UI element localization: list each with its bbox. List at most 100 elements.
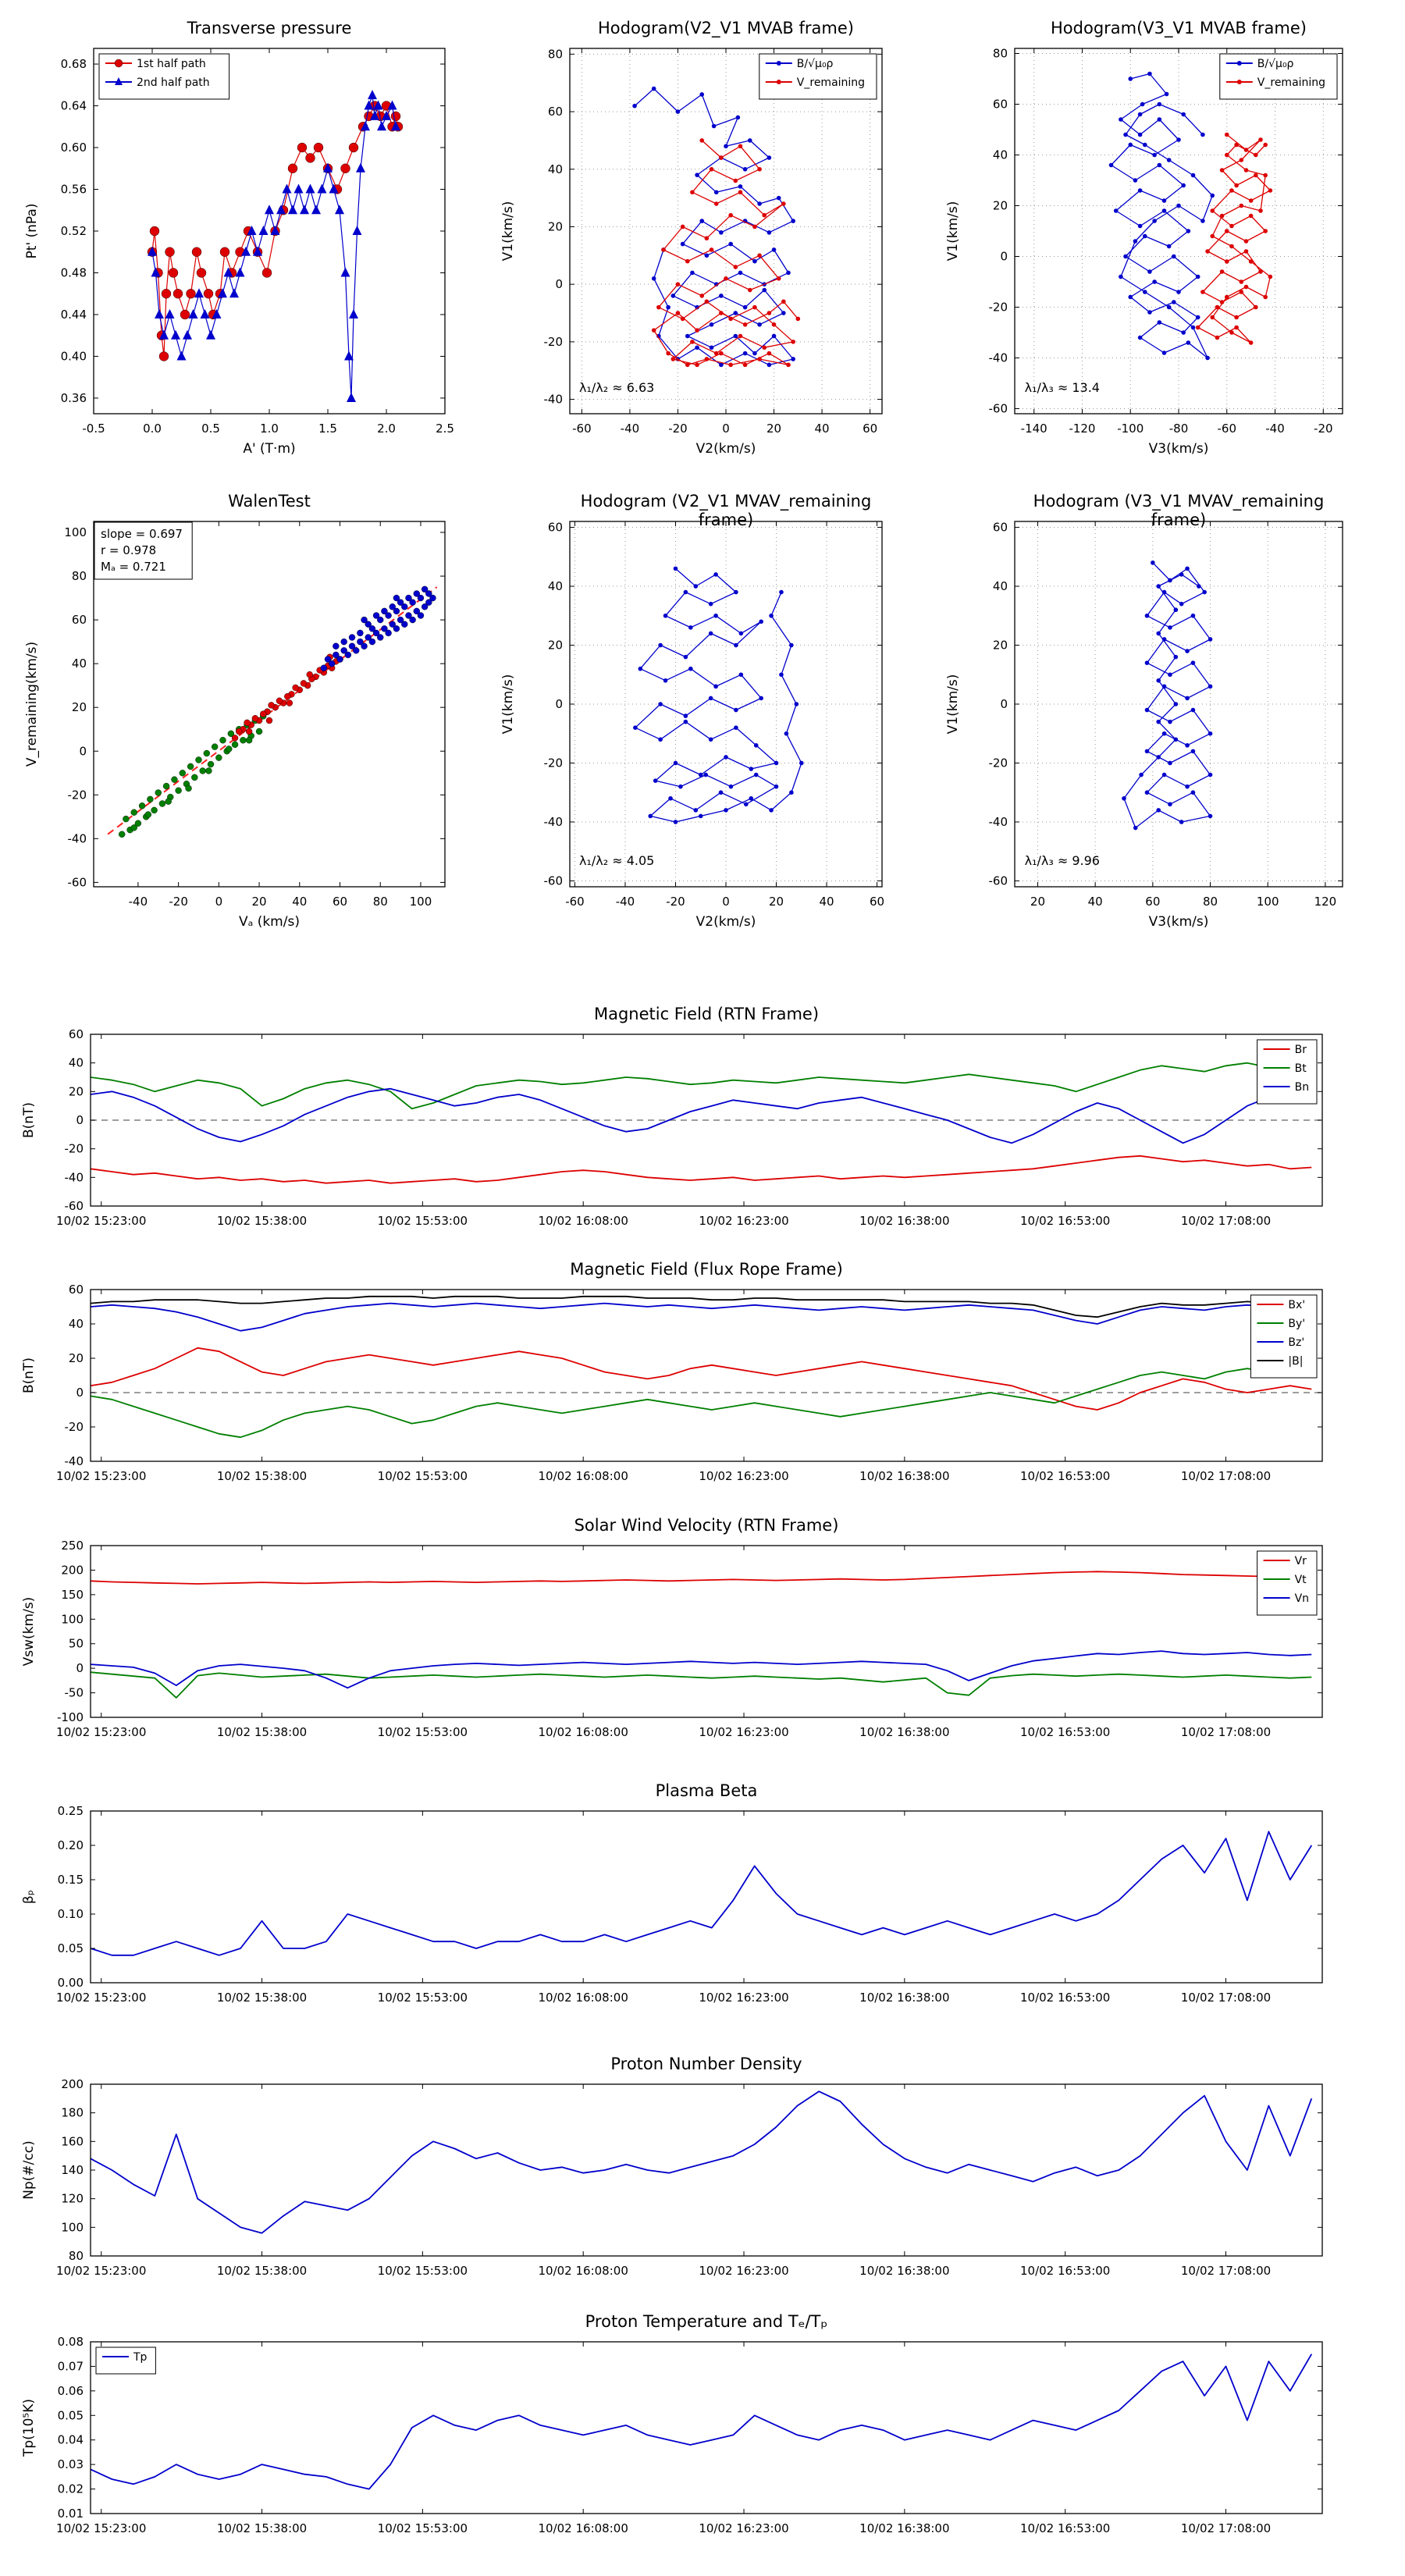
svg-text:10/02 16:23:00: 10/02 16:23:00 (699, 1725, 788, 1739)
svg-text:100: 100 (64, 525, 87, 539)
panel-title-magnetic-field-rtn: Magnetic Field (RTN Frame) (593, 1005, 820, 1023)
svg-text:120: 120 (1314, 895, 1337, 909)
svg-text:V_remaining: V_remaining (797, 76, 865, 89)
svg-text:20: 20 (69, 1084, 84, 1098)
svg-text:-20: -20 (65, 1142, 84, 1156)
svg-text:B(nT): B(nT) (21, 1102, 37, 1138)
svg-text:Tp: Tp (133, 2351, 148, 2364)
svg-text:V2(km/s): V2(km/s) (696, 441, 756, 457)
svg-text:|B|: |B| (1288, 1355, 1303, 1368)
svg-text:2.5: 2.5 (436, 422, 454, 436)
svg-text:10/02 16:23:00: 10/02 16:23:00 (699, 1469, 788, 1483)
svg-text:-0.5: -0.5 (82, 422, 105, 436)
svg-text:0.01: 0.01 (58, 2507, 84, 2521)
svg-text:20: 20 (769, 895, 784, 909)
svg-text:0.48: 0.48 (61, 265, 87, 279)
svg-text:20: 20 (993, 639, 1008, 653)
svg-text:10/02 16:08:00: 10/02 16:08:00 (539, 2521, 628, 2535)
svg-text:1st half path: 1st half path (137, 58, 206, 70)
svg-text:80: 80 (548, 47, 563, 61)
panel-proton-number-density: 10/02 15:23:00 10/02 15:38:00 10/02 15:53:… (12, 2045, 1346, 2311)
svg-text:60: 60 (69, 1283, 84, 1297)
svg-text:0.04: 0.04 (58, 2433, 84, 2447)
hodogram-v3v1-mvab-plot: -140 -120 -100 -80 -60 -40 -20 -60 -40 -20 0 20 40 60… (945, 47, 1343, 457)
svg-text:-40: -40 (621, 422, 640, 436)
svg-text:1.0: 1.0 (260, 422, 279, 436)
svg-text:60: 60 (993, 98, 1008, 112)
svg-text:-20: -20 (544, 335, 564, 349)
svg-text:10/02 17:08:00: 10/02 17:08:00 (1181, 1991, 1271, 2005)
svg-text:-60: -60 (989, 402, 1008, 416)
svg-text:V1(km/s): V1(km/s) (945, 674, 961, 735)
svg-text:60: 60 (548, 521, 563, 535)
svg-text:10/02 16:53:00: 10/02 16:53:00 (1020, 1469, 1110, 1483)
panel-title-proton-number-density: Proton Number Density (610, 2055, 802, 2073)
svg-text:V3(km/s): V3(km/s) (1149, 441, 1209, 457)
svg-text:0.36: 0.36 (61, 391, 87, 405)
panel-plasma-beta: 10/02 15:23:00 10/02 15:38:00 10/02 15:53:… (12, 1772, 1346, 2037)
svg-text:10/02 16:08:00: 10/02 16:08:00 (539, 1991, 628, 2005)
svg-text:20: 20 (548, 639, 563, 653)
svg-text:10/02 16:08:00: 10/02 16:08:00 (539, 1725, 628, 1739)
svg-text:Bz': Bz' (1288, 1336, 1304, 1349)
svg-text:100: 100 (1257, 895, 1279, 909)
svg-text:V1(km/s): V1(km/s) (500, 674, 516, 735)
svg-text:B/√μ₀ρ: B/√μ₀ρ (797, 58, 834, 70)
svg-text:-20: -20 (68, 788, 87, 802)
panel-title-proton-temperature: Proton Temperature and Tₑ/Tₚ (585, 2312, 828, 2331)
svg-text:0.5: 0.5 (201, 422, 220, 436)
svg-text:Np(#/cc): Np(#/cc) (21, 2140, 37, 2199)
svg-text:0.25: 0.25 (58, 1804, 84, 1818)
svg-text:Tp(10⁵K): Tp(10⁵K) (21, 2399, 37, 2457)
svg-text:-100: -100 (1117, 422, 1144, 436)
svg-text:140: 140 (61, 2163, 84, 2177)
svg-text:60: 60 (72, 613, 87, 627)
svg-text:10/02 16:53:00: 10/02 16:53:00 (1020, 2521, 1110, 2535)
svg-text:40: 40 (993, 579, 1008, 593)
svg-text:60: 60 (333, 895, 347, 909)
panel-title-solar-wind-velocity: Solar Wind Velocity (RTN Frame) (574, 1516, 839, 1535)
svg-text:0: 0 (76, 1661, 84, 1675)
svg-text:1.5: 1.5 (318, 422, 337, 436)
svg-text:λ₁/λ₂ ≈ 6.63: λ₁/λ₂ ≈ 6.63 (579, 380, 654, 395)
svg-text:40: 40 (69, 1317, 84, 1331)
panel-title-plasma-beta: Plasma Beta (655, 1781, 758, 1800)
svg-text:10/02 17:08:00: 10/02 17:08:00 (1181, 1725, 1271, 1739)
svg-text:Bx': Bx' (1288, 1299, 1305, 1311)
svg-text:λ₁/λ₃ ≈ 13.4: λ₁/λ₃ ≈ 13.4 (1025, 380, 1100, 395)
svg-text:60: 60 (69, 1027, 84, 1041)
panel-transverse-pressure: -0.5 0.0 0.5 1.0 1.5 2.0 2.5 0.36 0.40 0.44 0.48 0.… (16, 9, 468, 468)
svg-text:160: 160 (61, 2134, 84, 2148)
svg-text:0: 0 (76, 1113, 84, 1127)
plasma-beta-plot: 10/02 15:23:00 10/02 15:38:00 10/02 15:53:… (21, 1804, 1323, 2005)
svg-text:-20: -20 (169, 895, 188, 909)
svg-text:0.05: 0.05 (58, 1941, 84, 1955)
svg-text:B/√μ₀ρ: B/√μ₀ρ (1257, 58, 1294, 70)
svg-text:V3(km/s): V3(km/s) (1149, 914, 1209, 930)
svg-text:0: 0 (555, 277, 563, 291)
proton-temperature-plot: 10/02 15:23:00 10/02 15:38:00 10/02 15:53:… (21, 2335, 1323, 2535)
svg-text:-20: -20 (666, 895, 685, 909)
svg-text:Br: Br (1295, 1044, 1307, 1056)
svg-text:180: 180 (61, 2106, 84, 2120)
svg-text:10/02 15:53:00: 10/02 15:53:00 (378, 1991, 468, 2005)
panel-hodogram-v2v1-mvab: -60 -40 -20 0 20 40 60 -40 -20 0 20 40 60 80 V2(km/s) V… (492, 9, 905, 468)
svg-text:2nd half path: 2nd half path (137, 76, 210, 89)
panel-title-transverse-pressure: Transverse pressure (187, 19, 352, 37)
svg-text:Bt: Bt (1295, 1062, 1307, 1075)
svg-text:80: 80 (373, 895, 388, 909)
svg-text:10/02 16:08:00: 10/02 16:08:00 (539, 2264, 628, 2278)
hodogram-v2v1-mvab-plot: -60 -40 -20 0 20 40 60 -40 -20 0 20 40 60 80 V2(km/s) V… (500, 47, 883, 457)
proton-number-density-plot: 10/02 15:23:00 10/02 15:38:00 10/02 15:53:… (21, 2077, 1323, 2278)
svg-text:10/02 15:23:00: 10/02 15:23:00 (56, 2521, 146, 2535)
svg-text:0: 0 (79, 744, 87, 758)
svg-text:βₚ: βₚ (21, 1890, 37, 1904)
svg-text:B(nT): B(nT) (21, 1357, 37, 1393)
svg-text:20: 20 (548, 219, 563, 233)
svg-text:-20: -20 (989, 756, 1008, 770)
svg-text:10/02 16:53:00: 10/02 16:53:00 (1020, 2264, 1110, 2278)
svg-text:10/02 16:23:00: 10/02 16:23:00 (699, 2521, 788, 2535)
svg-text:10/02 16:38:00: 10/02 16:38:00 (859, 1214, 949, 1228)
panel-hodogram-v2v1-mvav: -60 -40 -20 0 20 40 60 -60 -40 -20 0 20 40 60 V2(km/s)… (492, 482, 905, 941)
